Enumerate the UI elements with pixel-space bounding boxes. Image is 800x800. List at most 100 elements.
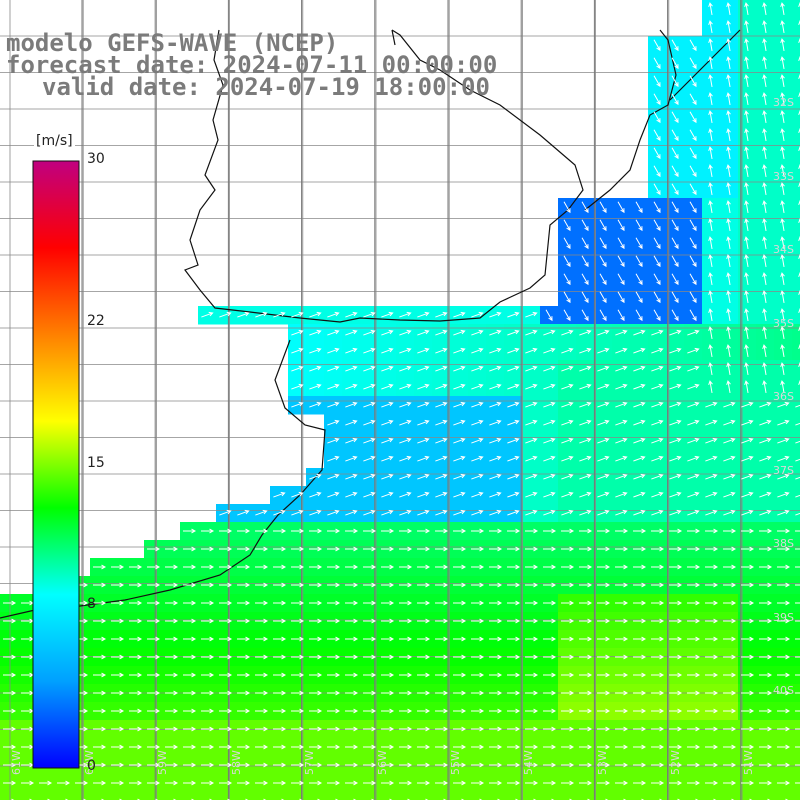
wind-arrow xyxy=(129,780,143,786)
wind-arrow xyxy=(744,164,749,177)
wind-arrow xyxy=(381,582,395,588)
wind-arrow xyxy=(669,473,682,480)
wind-arrow xyxy=(273,491,286,498)
wind-arrow xyxy=(777,491,790,498)
wind-arrow xyxy=(435,311,448,318)
wind-arrow xyxy=(780,236,785,249)
wind-arrow xyxy=(147,780,161,786)
wind-arrow xyxy=(671,111,679,124)
wind-arrow xyxy=(671,219,679,232)
wind-arrow xyxy=(579,708,593,714)
wind-arrow xyxy=(327,491,340,498)
wind-speed-cell xyxy=(378,792,397,800)
wind-arrow xyxy=(762,182,767,195)
wind-arrow xyxy=(597,365,610,372)
wind-arrow xyxy=(777,744,791,750)
wind-arrow xyxy=(489,708,503,714)
wind-arrow xyxy=(563,201,571,214)
wind-arrow xyxy=(671,165,679,178)
wind-arrow xyxy=(147,762,161,768)
wind-arrow xyxy=(525,491,538,498)
wind-arrow xyxy=(489,672,503,678)
wind-arrow xyxy=(165,582,179,588)
wind-arrow xyxy=(165,600,179,606)
wind-arrow xyxy=(726,326,731,339)
wind-arrow xyxy=(615,744,629,750)
wind-arrow xyxy=(309,473,322,480)
wind-arrow xyxy=(255,564,269,570)
wind-arrow xyxy=(489,528,503,534)
wind-arrow xyxy=(597,600,611,606)
wind-arrow xyxy=(633,401,646,408)
wind-arrow xyxy=(581,309,589,322)
wind-arrow xyxy=(705,528,719,534)
wind-arrow xyxy=(669,618,683,624)
wind-arrow xyxy=(744,182,749,195)
wind-arrow xyxy=(3,780,17,786)
wind-arrow xyxy=(759,455,772,462)
wind-arrow xyxy=(669,365,682,372)
wind-arrow xyxy=(689,273,697,286)
wind-arrow xyxy=(489,654,503,660)
wind-arrow xyxy=(399,690,413,696)
wind-arrow xyxy=(309,582,323,588)
wind-arrow xyxy=(3,654,17,660)
wind-arrow xyxy=(381,528,395,534)
wind-arrow xyxy=(795,728,800,730)
wind-arrow xyxy=(543,347,556,354)
wind-arrow xyxy=(708,362,713,375)
wind-arrow xyxy=(651,365,664,372)
wind-arrow xyxy=(471,618,485,624)
wind-arrow xyxy=(345,419,358,426)
wind-arrow xyxy=(599,309,607,322)
wind-arrow xyxy=(219,636,233,642)
wind-arrow xyxy=(651,672,665,678)
wind-arrow xyxy=(327,509,340,516)
wind-arrow xyxy=(599,273,607,286)
wind-arrow xyxy=(581,291,589,304)
wind-arrow xyxy=(417,419,430,426)
wind-arrow xyxy=(762,92,767,105)
wind-arrow xyxy=(237,618,251,624)
wind-arrow xyxy=(381,401,394,408)
wind-arrow xyxy=(723,564,737,570)
wind-arrow xyxy=(273,726,287,732)
wind-arrow xyxy=(543,546,557,552)
wind-arrow xyxy=(363,744,377,750)
wind-arrow xyxy=(669,600,683,606)
wind-arrow xyxy=(795,548,800,550)
wind-arrow xyxy=(543,654,557,660)
wind-arrow xyxy=(762,254,767,267)
wind-arrow xyxy=(633,347,646,354)
wind-arrow xyxy=(381,600,395,606)
wind-arrow xyxy=(759,437,772,444)
wind-arrow xyxy=(723,600,737,606)
wind-arrow xyxy=(726,20,731,33)
wind-arrow xyxy=(327,726,341,732)
wind-arrow xyxy=(237,564,251,570)
wind-arrow xyxy=(723,708,737,714)
wind-arrow xyxy=(615,455,628,462)
wind-arrow xyxy=(705,437,718,444)
wind-arrow xyxy=(795,620,800,622)
wind-arrow xyxy=(183,690,197,696)
wind-arrow xyxy=(309,401,322,408)
wind-speed-cell xyxy=(792,252,800,271)
wind-arrow xyxy=(255,509,268,516)
wind-arrow xyxy=(669,564,683,570)
wind-speed-cell xyxy=(432,792,451,800)
wind-arrow xyxy=(762,56,767,69)
wind-arrow xyxy=(525,672,539,678)
wind-arrow xyxy=(651,419,664,426)
wind-arrow xyxy=(417,383,430,390)
coastline xyxy=(0,29,741,619)
wind-arrow xyxy=(543,419,556,426)
wind-arrow xyxy=(579,419,592,426)
wind-arrow xyxy=(453,600,467,606)
wind-arrow xyxy=(777,455,790,462)
wind-arrow xyxy=(780,254,785,267)
wind-arrow xyxy=(345,600,359,606)
wind-arrow xyxy=(744,92,749,105)
wind-arrow xyxy=(723,618,737,624)
wind-arrow xyxy=(597,329,610,336)
